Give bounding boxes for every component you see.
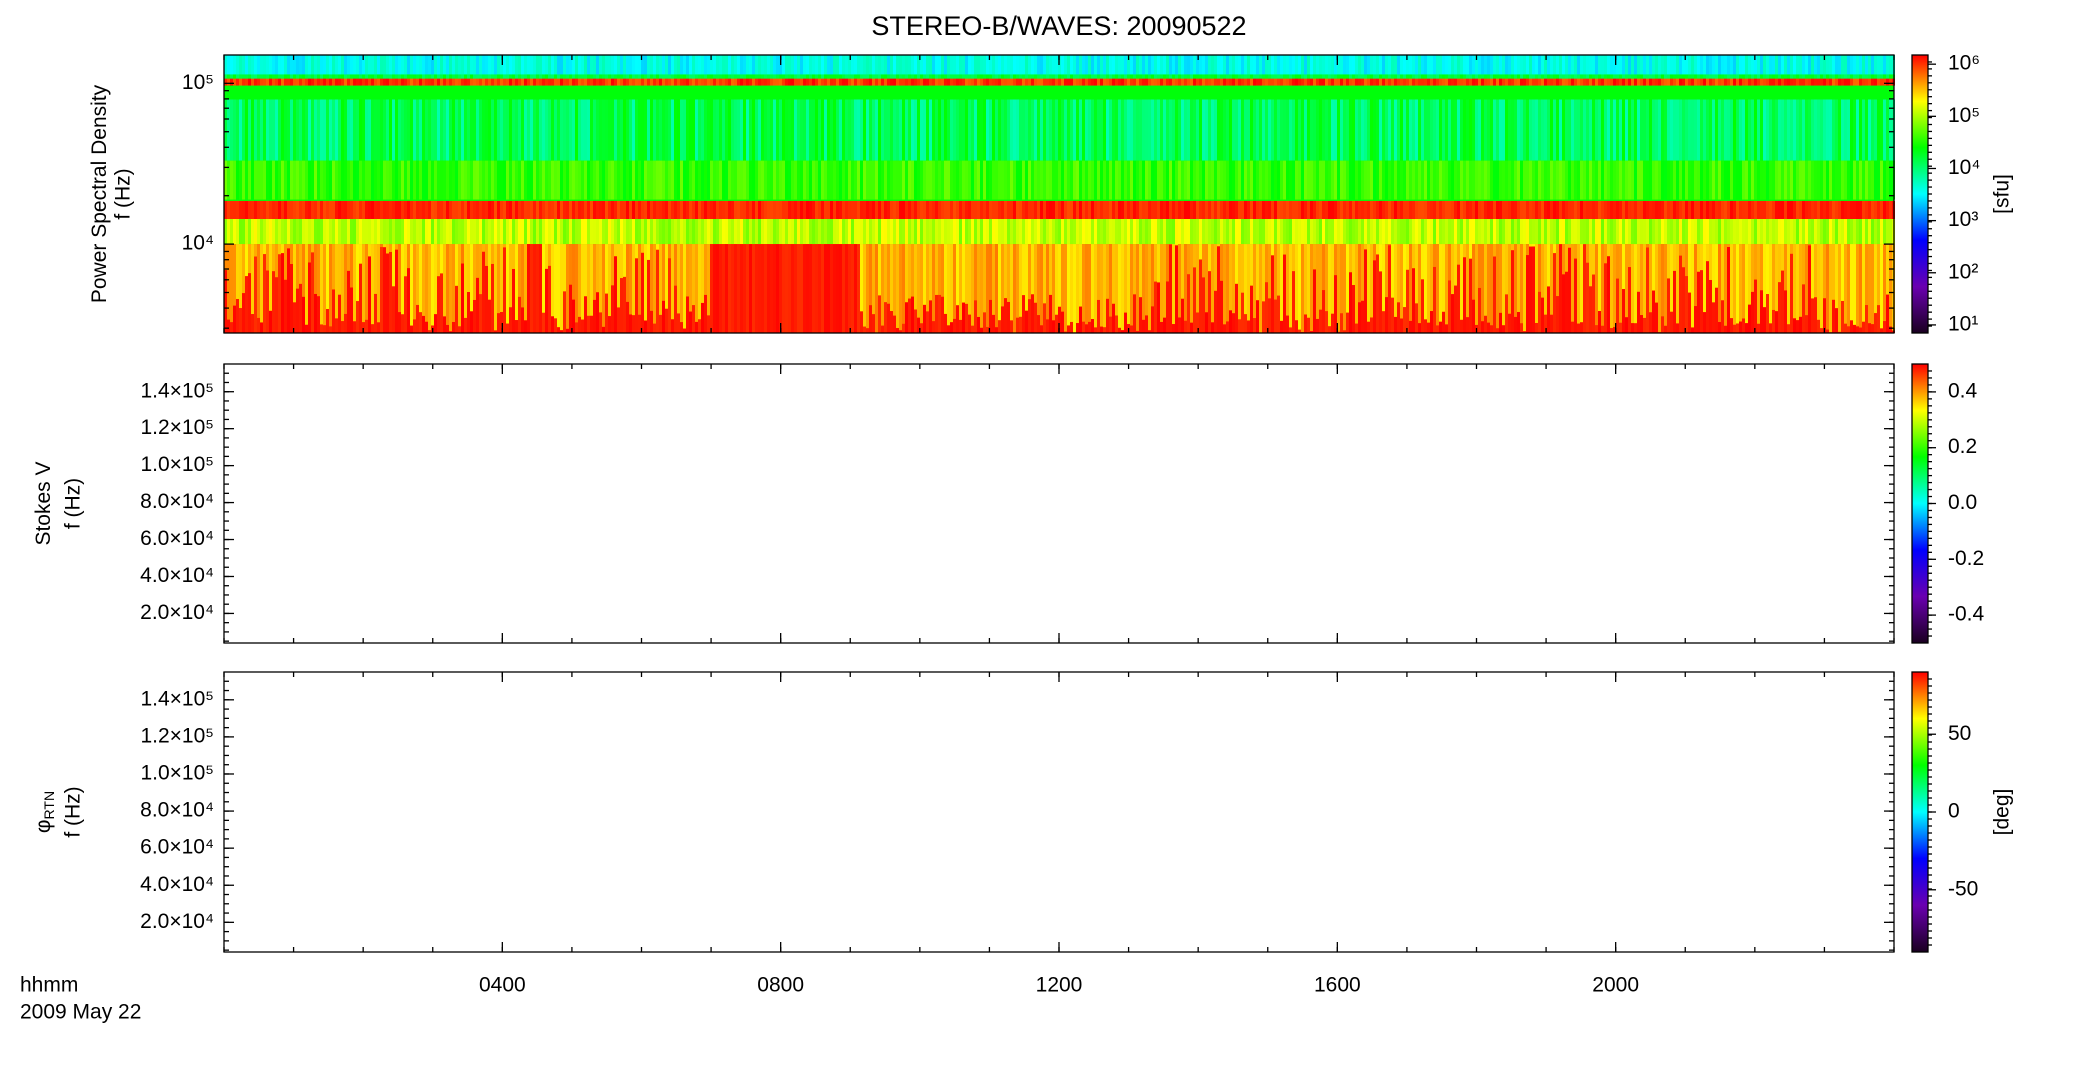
x-tick-label: 0400 [479,974,526,997]
y-axis-label: Stokes V [32,461,55,545]
y-tick-label: 1.4×10⁵ [140,379,214,402]
y-axis-unit: f (Hz) [112,168,135,219]
x-tick-label: 1200 [1036,974,1083,997]
y-tick-label: 2.0×10⁴ [140,910,214,933]
colorbar-tick-label: 0.4 [1948,379,1978,402]
y-tick-label: 8.0×10⁴ [140,799,214,822]
plot-frame [223,363,1895,644]
y-tick-label: 1.2×10⁵ [140,416,214,439]
y-tick-label: 4.0×10⁴ [140,564,214,587]
y-tick-label: 1.4×10⁵ [140,687,214,710]
chart-title: STEREO-B/WAVES: 20090522 [871,11,1246,41]
y-tick-label: 10⁴ [182,232,214,255]
y-axis-label-text: φ [32,819,55,833]
colorbar-tick-label: 10⁴ [1948,156,1980,179]
colorbar-tick-label: 10⁶ [1948,52,1980,75]
colorbar-label: [deg] [1991,789,2014,836]
y-tick-label: 8.0×10⁴ [140,490,214,513]
y-tick-label: 2.0×10⁴ [140,601,214,624]
y-axis-label-text: Power Spectral Density [88,84,111,303]
colorbar [1911,671,1929,953]
colorbar-tick-label: 10² [1948,260,1978,283]
x-axis-label: hhmm [20,974,78,997]
y-axis-unit: f (Hz) [62,478,85,529]
colorbar-tick-label: -50 [1948,877,1978,900]
panel: 10⁴ 10⁵ Power Spectral Density f (Hz) 10¹ 10²… [88,52,2014,336]
y-tick-label: 1.2×10⁵ [140,724,214,747]
y-tick-label: 4.0×10⁴ [140,873,214,896]
colorbar-tick-label: 50 [1948,722,1971,745]
y-tick-label: 1.0×10⁵ [140,453,214,476]
y-tick-label: 6.0×10⁴ [140,527,214,550]
colorbar-tick-label: 0.2 [1948,435,1977,458]
x-tick-label: 0800 [757,974,804,997]
colorbar [1911,363,1929,644]
colorbar-tick-label: 10³ [1948,208,1978,231]
y-axis-unit: f (Hz) [62,786,85,837]
plot-frame [223,671,1895,953]
colorbar-tick-label: 10⁵ [1948,104,1980,127]
colorbar-tick-label: 10¹ [1948,312,1978,335]
x-tick-label: 2000 [1592,974,1639,997]
spectrogram-image [224,55,1895,333]
colorbar [1911,54,1929,334]
y-tick-label: 6.0×10⁴ [140,836,214,859]
x-axis-date: 2009 May 22 [20,1001,141,1024]
y-tick-label: 10⁵ [182,71,214,94]
x-tick-label: 1600 [1314,974,1361,997]
y-tick-label: 1.0×10⁵ [140,762,214,785]
y-axis-label: φRTN [32,791,57,833]
colorbar-tick-label: 0 [1948,800,1960,823]
panel: 2.0×10⁴ 4.0×10⁴ 6.0×10⁴ 8.0×10⁴ 1.0×10⁵ 1.2×1… [32,363,1985,644]
y-axis-label: Power Spectral Density [88,84,111,303]
y-axis-label-sub: RTN [41,791,57,820]
y-axis-label-text: Stokes V [32,461,55,545]
colorbar-tick-label: 0.0 [1948,491,1977,514]
colorbar-tick-label: -0.4 [1948,603,1985,626]
colorbar-label: [sfu] [1991,174,2014,214]
panel: 2.0×10⁴ 4.0×10⁴ 6.0×10⁴ 8.0×10⁴ 1.0×10⁵ 1.2×1… [32,671,2014,997]
colorbar-tick-label: -0.2 [1948,547,1984,570]
